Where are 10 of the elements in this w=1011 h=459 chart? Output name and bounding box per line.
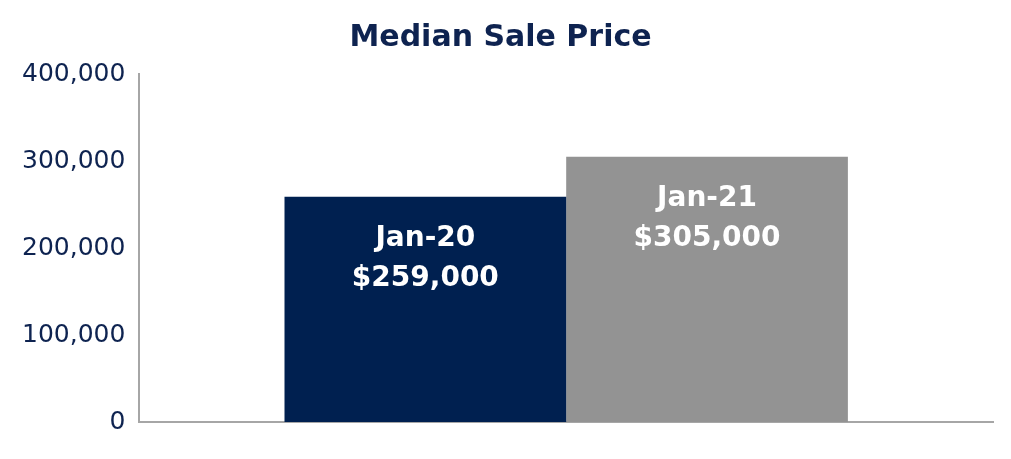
y-tick-label: 200,000 — [21, 231, 126, 261]
chart-title: Median Sale Price — [349, 17, 652, 53]
y-tick-label: 300,000 — [21, 144, 126, 174]
series-label: Jan-20 — [373, 219, 476, 253]
series-label: Jan-21 — [655, 179, 757, 213]
y-tick-label: 100,000 — [21, 318, 126, 348]
data-label: $305,000 — [633, 219, 781, 253]
y-tick-label: 0 — [109, 405, 126, 435]
y-tick-label: 400,000 — [21, 57, 126, 87]
data-label: $259,000 — [351, 259, 499, 293]
